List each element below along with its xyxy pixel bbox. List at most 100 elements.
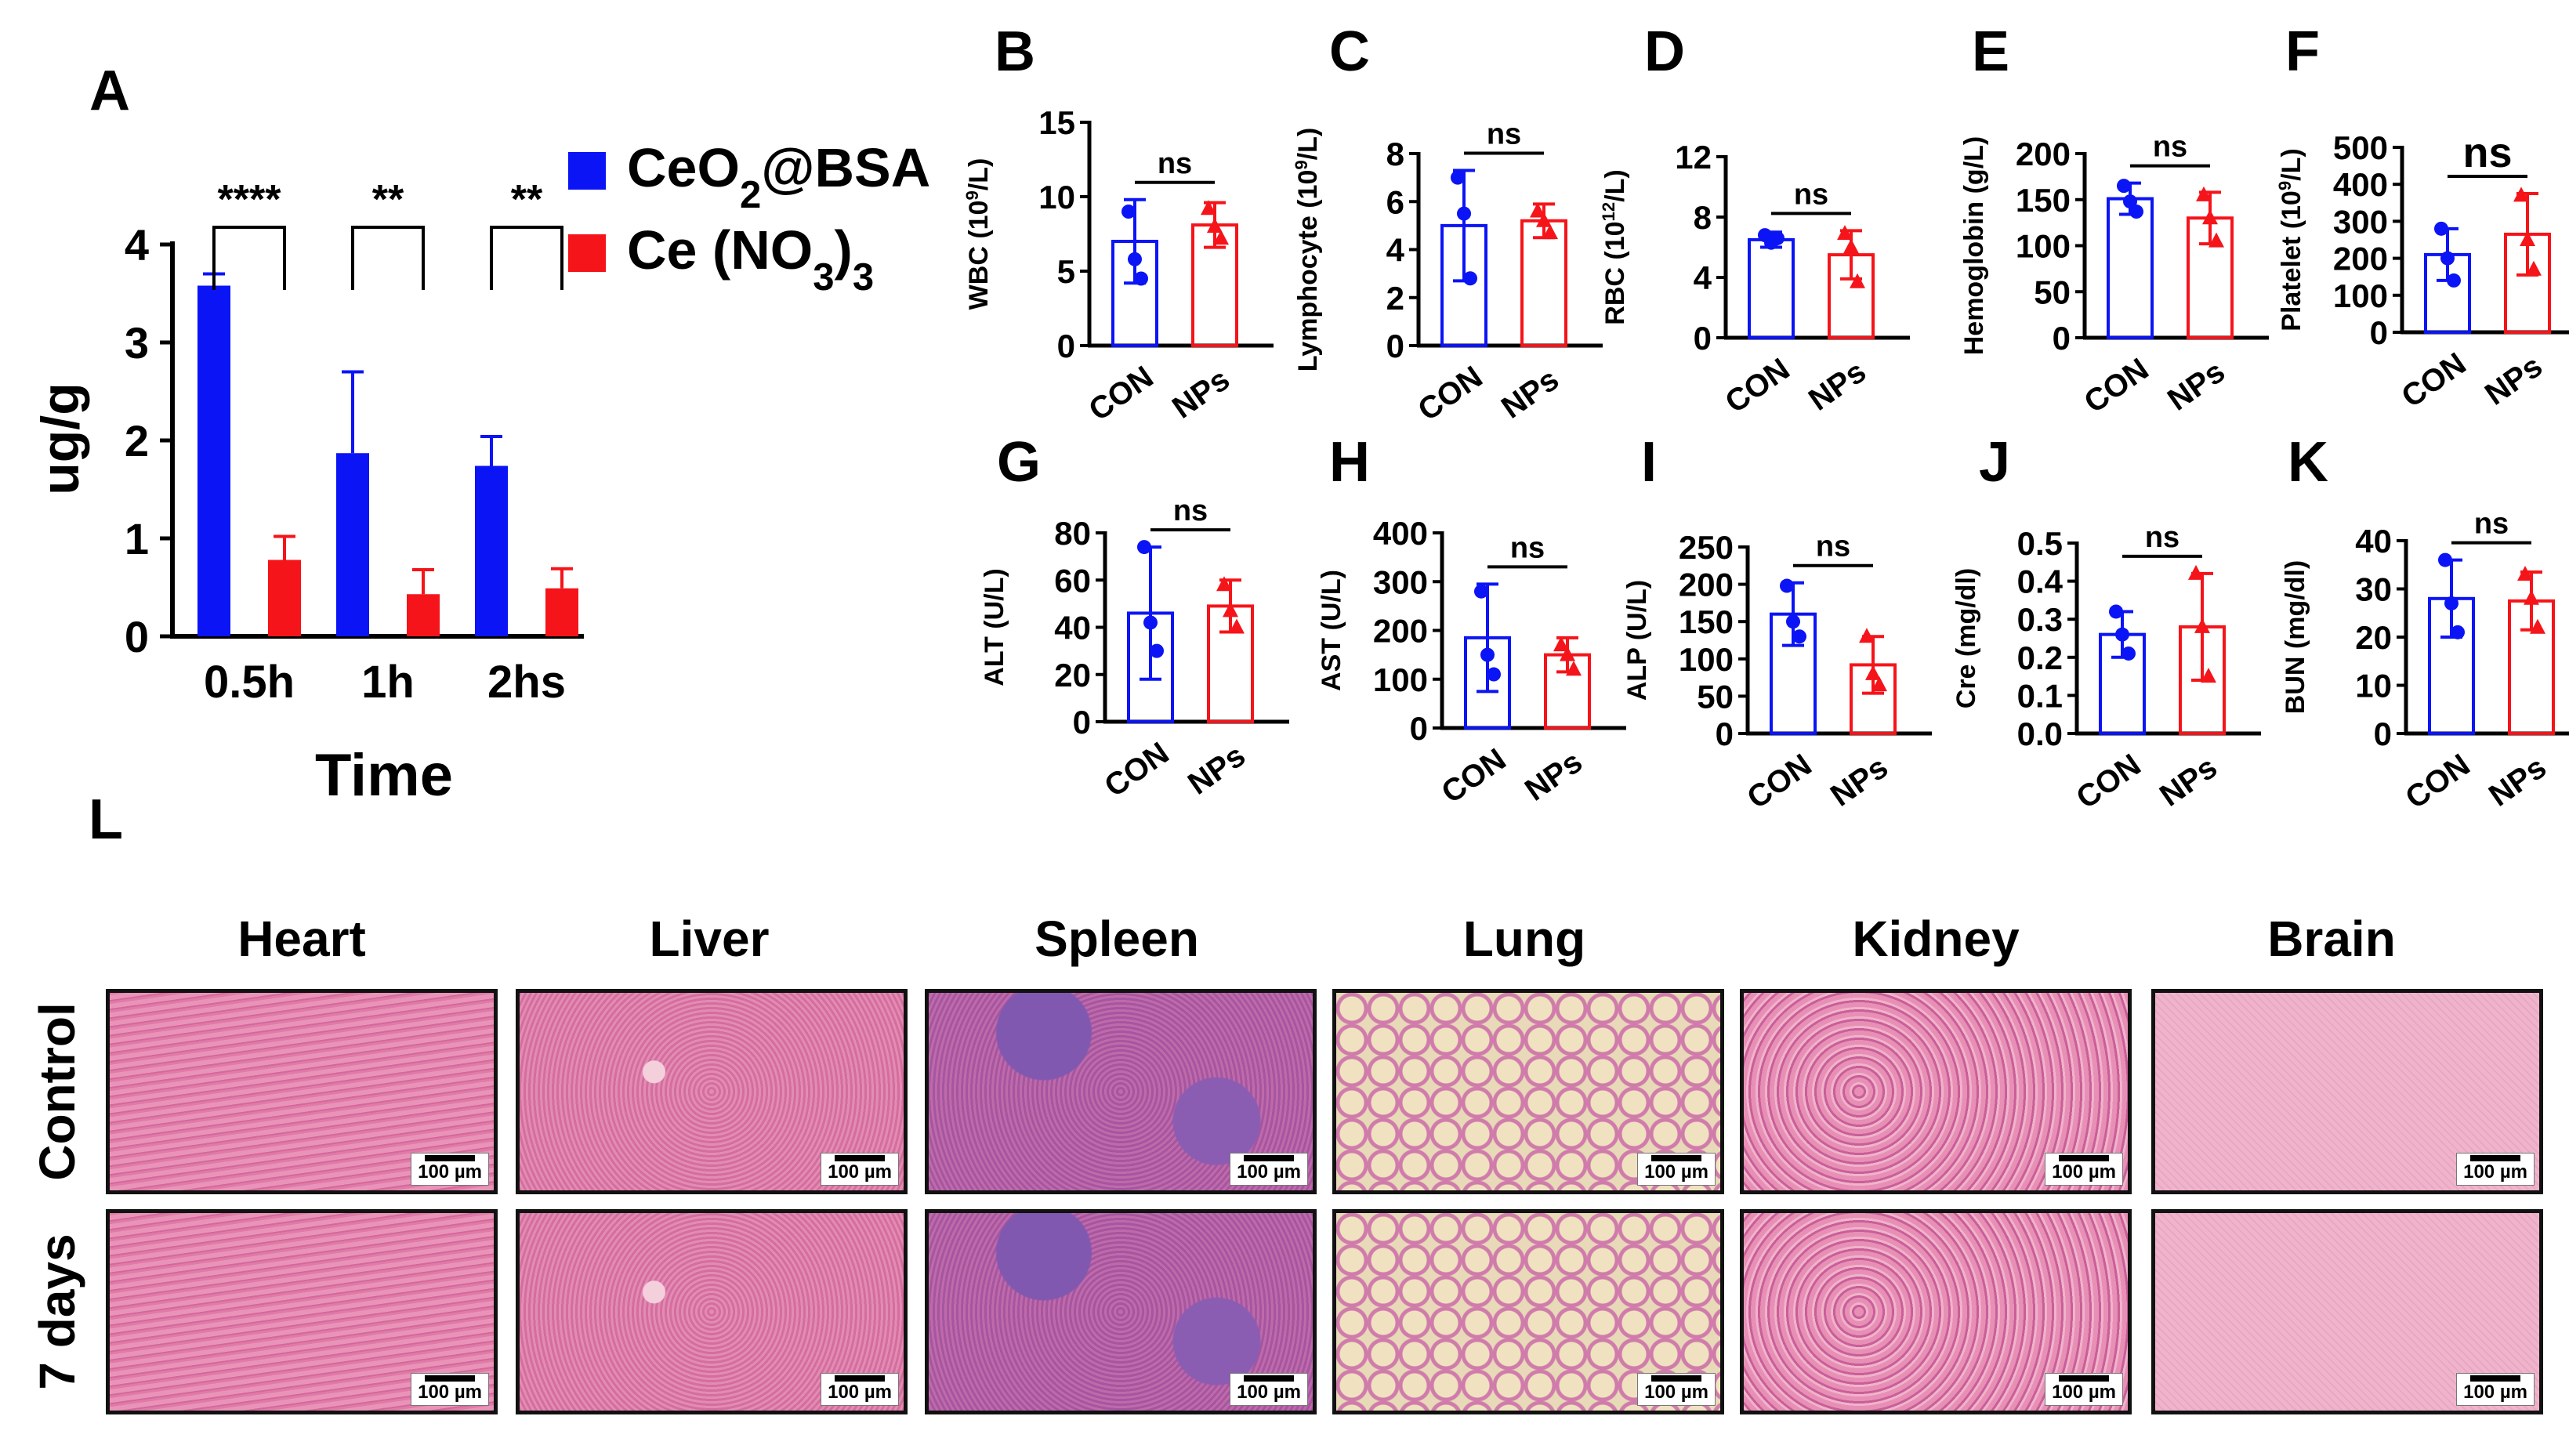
data-point-g [1150,643,1164,658]
scale-bar: 100 µm [411,1373,489,1406]
legend-swatch-a [568,234,606,272]
data-point-b [1121,205,1136,219]
data-point-c [1451,170,1465,185]
tick-label-g-y: 60 [1054,562,1091,599]
scale-bar-line [1244,1155,1295,1161]
tissue-image-kidney-control: 100 µm [1740,989,2132,1194]
bar-a [475,465,508,636]
data-point-b [1128,252,1142,266]
data-point-j [2122,646,2136,661]
tick-label-c-y: 8 [1386,136,1404,172]
scale-bar: 100 µm [1637,1153,1716,1186]
scale-bar-label: 100 µm [1237,1382,1301,1403]
scale-bar-line [1651,1375,1702,1382]
scale-bar-label: 100 µm [1644,1382,1708,1403]
tissue-image-heart-7days: 100 µm [106,1209,498,1414]
data-point-k [2438,552,2452,567]
tissue-image-brain-control: 100 µm [2151,989,2543,1194]
tick-label-d-y: 4 [1694,259,1712,296]
scale-bar-label: 100 µm [418,1161,482,1183]
tick-label-f-x: CON [2396,346,2473,415]
tick-label-g-x: CON [1099,736,1176,804]
tick-label-f-y: 500 [2333,129,2388,166]
significance-label-f: ns [2462,129,2512,176]
bar-a [407,594,440,636]
data-point-c [1457,206,1471,221]
tissue-image-spleen-7days: 100 µm [925,1209,1317,1414]
tissue-column-label: Lung [1463,911,1585,967]
tick-label-a-y: 1 [125,514,149,563]
tick-label-f-y: 100 [2333,277,2388,314]
data-point-i [1780,578,1794,593]
tick-label-b-y: 10 [1038,179,1075,216]
tick-label-f-y: 0 [2370,314,2388,351]
tick-label-c-y: 0 [1386,328,1404,364]
tick-label-c-x: NPs [1495,362,1565,426]
tick-label-g-x: NPs [1182,738,1252,802]
data-point-d [1850,273,1865,288]
tick-label-a-y: 2 [125,416,149,465]
data-point-i [1792,629,1806,644]
axis-label-c-y: Lymphocyte (109/L) [1292,128,1324,371]
axis-label-g-y: ALT (U/L) [980,568,1009,686]
tissue-image-lung-control: 100 µm [1332,989,1724,1194]
axis-label-h-y: AST (U/L) [1317,570,1346,691]
tissue-image-liver-control: 100 µm [516,989,908,1194]
tick-label-e-y: 50 [2034,273,2071,310]
tick-label-b-y: 5 [1057,253,1075,290]
scale-bar: 100 µm [1230,1373,1308,1406]
data-point-k [2530,618,2545,634]
scale-bar-line [835,1155,886,1161]
data-point-h [1474,584,1488,599]
bar-a [545,588,578,636]
data-point-h [1487,667,1501,682]
tick-label-f-y: 400 [2333,166,2388,203]
tick-label-i-y: 200 [1679,567,1734,603]
scale-bar-line [2470,1155,2521,1161]
legend-label-a: Ce (NO3)3 [627,219,874,299]
bar-c [1520,219,1567,347]
data-point-c [1463,271,1477,286]
data-point-b [1134,271,1148,286]
tick-label-a-y: 0 [125,612,149,661]
significance-label-b: ns [1158,147,1192,180]
tick-label-g-y: 80 [1054,515,1091,552]
data-point-e [2123,194,2137,209]
significance-label-k: ns [2474,508,2509,541]
tick-label-f-y: 300 [2333,203,2388,240]
tick-label-j-y: 0.1 [2017,677,2063,714]
significance-label-e: ns [2153,131,2187,164]
tissue-image-heart-control: 100 µm [106,989,498,1194]
bar-a [336,453,369,636]
data-point-k [2451,625,2465,639]
panel-label-h: H [1329,431,1370,494]
scale-bar-label: 100 µm [2052,1382,2116,1403]
significance-label-c: ns [1487,118,1521,150]
scale-bar-label: 100 µm [2463,1382,2527,1403]
data-point-k [2517,566,2533,581]
significance-label-i: ns [1816,531,1850,563]
tick-label-a-x: 1h [361,657,415,708]
panel-label-l: L [89,788,123,851]
tick-label-i-y: 50 [1697,678,1734,715]
tick-label-f-x: NPs [2479,349,2549,412]
axis-label-j-y: Cre (mg/dl) [1951,568,1981,708]
data-point-k [2444,596,2458,610]
scale-bar-line [2059,1375,2110,1382]
panel-label-a: A [89,60,130,122]
scale-bar-label: 100 µm [2463,1161,2527,1183]
significance-label-j: ns [2145,521,2179,554]
scale-bar: 100 µm [1230,1153,1308,1186]
axis-label-a-x: Time [315,742,453,809]
tick-label-i-y: 100 [1679,641,1734,678]
bar-d [1748,237,1795,339]
scale-bar-line [1651,1155,1702,1161]
tissue-column-label: Kidney [1852,911,2020,967]
data-point-f [2526,260,2542,276]
legend-swatch-a [568,152,606,190]
tick-label-j-y: 0.0 [2017,715,2063,752]
data-point-g [1216,576,1232,592]
axis-label-f-y: Platelet (109/L) [2275,148,2307,331]
tick-label-a-x: 0.5h [204,657,295,708]
